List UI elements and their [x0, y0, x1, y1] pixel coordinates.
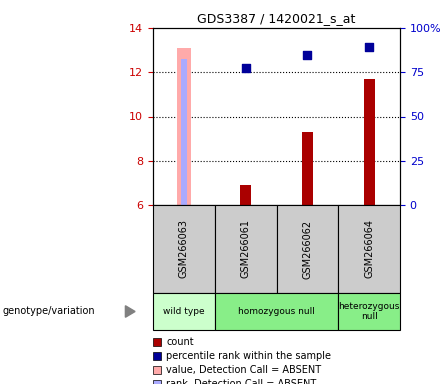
- Text: GSM266063: GSM266063: [179, 220, 189, 278]
- Text: homozygous null: homozygous null: [238, 307, 315, 316]
- Point: [304, 51, 311, 58]
- Text: percentile rank within the sample: percentile rank within the sample: [166, 351, 331, 361]
- Bar: [302, 132, 313, 205]
- Bar: [363, 79, 375, 205]
- Text: GSM266064: GSM266064: [364, 220, 374, 278]
- Text: rank, Detection Call = ABSENT: rank, Detection Call = ABSENT: [166, 379, 316, 384]
- Text: count: count: [166, 337, 194, 347]
- Bar: [240, 185, 251, 205]
- Bar: [181, 59, 187, 205]
- Point: [366, 44, 373, 50]
- Text: GSM266062: GSM266062: [302, 219, 312, 278]
- Text: GSM266061: GSM266061: [241, 220, 251, 278]
- Text: heterozygous
null: heterozygous null: [338, 302, 400, 321]
- Text: genotype/variation: genotype/variation: [2, 306, 95, 316]
- Text: value, Detection Call = ABSENT: value, Detection Call = ABSENT: [166, 365, 321, 375]
- Point: [242, 65, 249, 71]
- Bar: [177, 48, 191, 205]
- Title: GDS3387 / 1420021_s_at: GDS3387 / 1420021_s_at: [197, 12, 356, 25]
- Text: wild type: wild type: [163, 307, 205, 316]
